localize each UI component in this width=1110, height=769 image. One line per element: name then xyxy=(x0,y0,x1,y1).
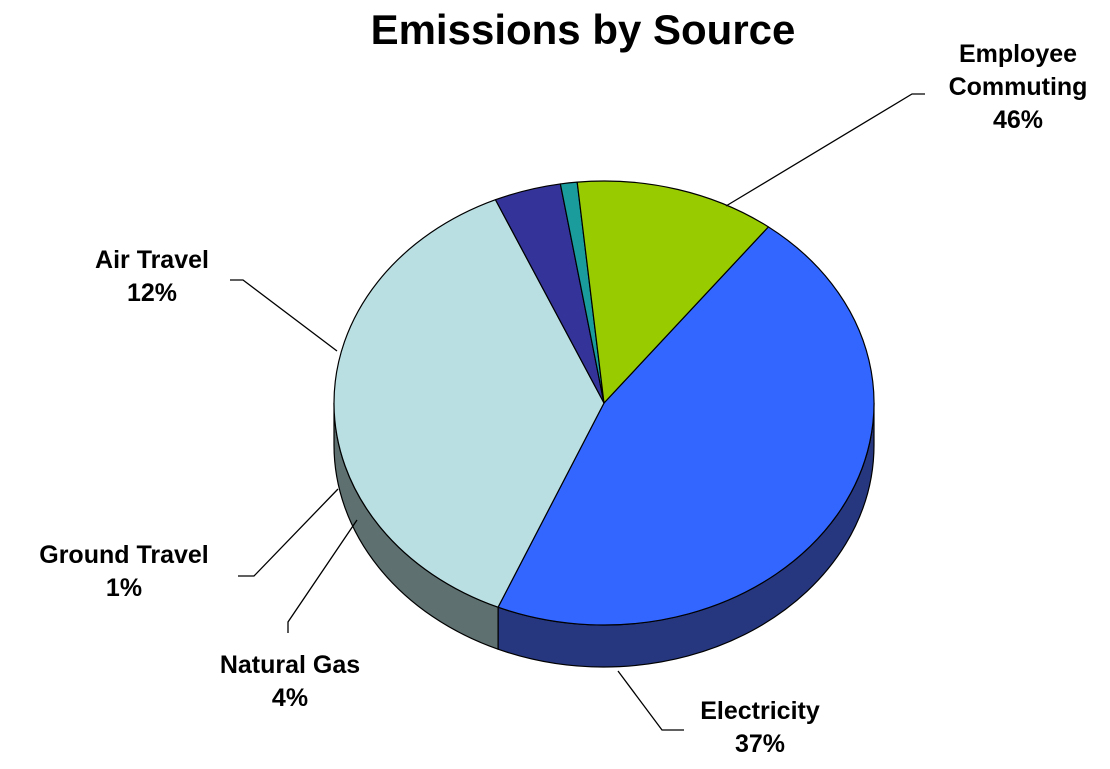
slice-percent-ground-travel: 1% xyxy=(106,574,142,602)
slice-label-electricity: Electricity xyxy=(700,697,820,725)
slice-label-air-travel: Air Travel xyxy=(95,246,209,274)
pie-slice-electricity xyxy=(333,199,605,608)
leader-lines xyxy=(230,93,925,731)
leader-line-electricity xyxy=(617,670,684,731)
leader-line-air-travel xyxy=(230,279,338,352)
slice-percent-electricity: 37% xyxy=(735,730,785,758)
slice-percent-air-travel: 12% xyxy=(127,279,177,307)
slice-percent-employee-commuting: 46% xyxy=(993,106,1043,134)
chart-title: Emissions by Source xyxy=(371,6,796,53)
slice-label-employee-commuting: Employee xyxy=(959,40,1077,68)
slice-label-employee-commuting: Commuting xyxy=(949,73,1088,101)
leader-line-natural-gas xyxy=(287,519,358,633)
pie-slices xyxy=(333,180,875,626)
pie-slice-air-travel xyxy=(576,180,769,404)
pie-slice-employee-commuting xyxy=(497,226,875,626)
leader-line-ground-travel xyxy=(238,488,339,577)
slice-percent-natural-gas: 4% xyxy=(272,684,308,712)
slice-label-natural-gas: Natural Gas xyxy=(220,651,360,679)
slice-labels: Employee Commuting 46% Electricity 37% Natura… xyxy=(39,40,1087,758)
slice-label-ground-travel: Ground Travel xyxy=(39,541,208,569)
leader-line-employee-commuting xyxy=(725,93,925,207)
